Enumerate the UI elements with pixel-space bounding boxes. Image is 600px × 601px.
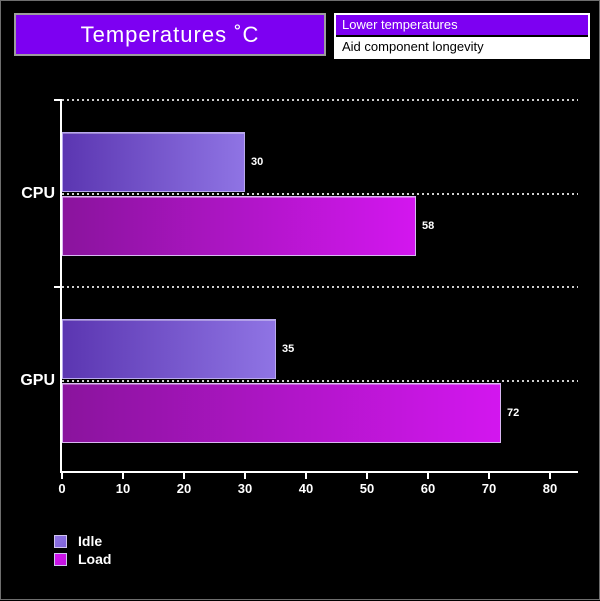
x-axis-label-50: 50 <box>359 481 375 496</box>
legend-swatch-load <box>54 552 67 566</box>
y-axis-line <box>60 99 62 473</box>
x-axis-label-40: 40 <box>298 481 314 496</box>
bar-value-gpu-load: 72 <box>507 407 520 419</box>
category-label-cpu: CPU <box>21 185 55 202</box>
category-label-gpu: GPU <box>20 372 55 389</box>
callout-box: Lower temperatures Aid component longevi… <box>334 13 590 59</box>
x-axis-label-70: 70 <box>481 481 497 496</box>
x-axis-label-10: 10 <box>115 481 131 496</box>
callout-separator <box>336 35 588 37</box>
x-axis-label-80: 80 <box>542 481 558 496</box>
x-axis-tick <box>183 473 185 479</box>
chart-title-box: Temperatures ˚C <box>14 13 326 56</box>
legend-item-load: Load <box>54 551 111 567</box>
gridline <box>62 380 578 382</box>
x-axis-label-30: 30 <box>237 481 253 496</box>
legend-swatch-idle <box>54 534 67 548</box>
bar-cpu-load <box>62 196 416 256</box>
legend-item-idle: Idle <box>54 533 102 549</box>
bar-cpu-idle <box>62 132 245 192</box>
chart-title: Temperatures ˚C <box>80 21 260 47</box>
y-axis-tick <box>54 286 61 288</box>
x-axis-tick <box>122 473 124 479</box>
x-axis-label-20: 20 <box>176 481 192 496</box>
y-axis-tick <box>54 99 61 101</box>
bar-value-cpu-idle: 30 <box>251 156 264 168</box>
gridline <box>62 193 578 195</box>
callout-body: Aid component longevity <box>336 37 588 57</box>
x-axis-tick <box>244 473 246 479</box>
bar-value-gpu-idle: 35 <box>282 343 295 355</box>
x-axis-tick <box>305 473 307 479</box>
legend-label-load: Load <box>78 551 112 567</box>
x-axis-tick <box>488 473 490 479</box>
x-axis-label-0: 0 <box>58 481 66 496</box>
callout-header: Lower temperatures <box>336 15 588 35</box>
x-axis-label-60: 60 <box>420 481 436 496</box>
x-axis-tick <box>366 473 368 479</box>
gridline <box>62 286 578 288</box>
bar-gpu-load <box>62 383 501 443</box>
bar-value-cpu-load: 58 <box>422 220 435 232</box>
x-axis-tick <box>61 473 63 479</box>
legend-label-idle: Idle <box>78 533 103 549</box>
gridline <box>62 99 578 101</box>
x-axis-tick <box>549 473 551 479</box>
x-axis-line <box>60 471 578 473</box>
bar-gpu-idle <box>62 319 276 379</box>
x-axis-tick <box>427 473 429 479</box>
